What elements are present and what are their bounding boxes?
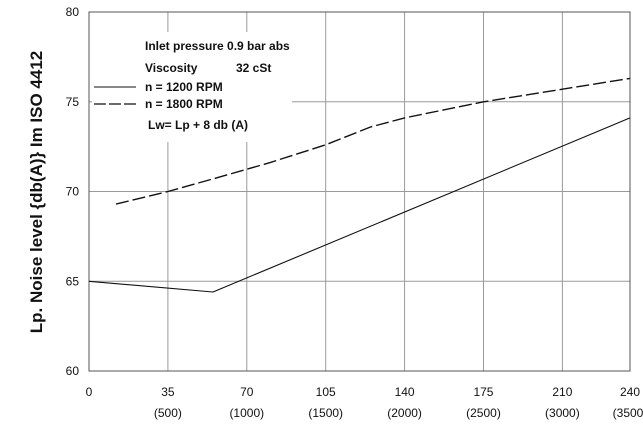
x-tick-label: 105 — [316, 385, 336, 399]
y-tick-label: 70 — [66, 185, 80, 199]
legend-label-1200rpm: n = 1200 RPM — [145, 80, 223, 94]
plot-frame — [88, 11, 631, 372]
x-tick-label: 35 — [161, 385, 175, 399]
y-tick-label: 80 — [66, 5, 80, 19]
y-tick-label: 60 — [66, 364, 80, 378]
y-axis-label: Lp. Noise level {db(A)} Im ISO 4412 — [27, 51, 46, 333]
x-tick-label: 0 — [86, 385, 93, 399]
x-tick-label: 210 — [552, 385, 572, 399]
annotation-viscosity-label: Viscosity — [145, 61, 198, 75]
series-line-1200rpm — [88, 117, 631, 293]
x-tick-label: 140 — [395, 385, 415, 399]
legend-label-1800rpm: n = 1800 RPM — [145, 97, 223, 111]
y-tick-label: 75 — [66, 95, 80, 109]
x-tick-sublabel: (1500) — [308, 406, 343, 420]
x-tick-label: 175 — [473, 385, 493, 399]
x-tick-sublabel: (3500) — [613, 406, 643, 420]
annotation-inlet-pressure: Inlet pressure 0.9 bar abs — [145, 39, 290, 53]
series-layer — [88, 77, 631, 293]
tick-labels: 60 65 70 75 80 0 35 (500) 70 (1000) 105 (1500) 140 (2… — [66, 5, 643, 420]
y-tick-label: 65 — [66, 274, 80, 288]
x-tick-sublabel: (500) — [154, 406, 182, 420]
annotation-viscosity-value: 32 cSt — [236, 61, 271, 75]
x-tick-label: 70 — [240, 385, 254, 399]
x-tick-sublabel: (3000) — [545, 406, 580, 420]
x-tick-sublabel: (2000) — [387, 406, 422, 420]
x-tick-sublabel: (2500) — [466, 406, 501, 420]
x-tick-sublabel: (1000) — [229, 406, 264, 420]
x-tick-label: 240 — [620, 385, 640, 399]
series-line-1800rpm — [115, 77, 631, 205]
annotation-lw-formula: Lw= Lp + 8 db (A) — [148, 118, 248, 132]
